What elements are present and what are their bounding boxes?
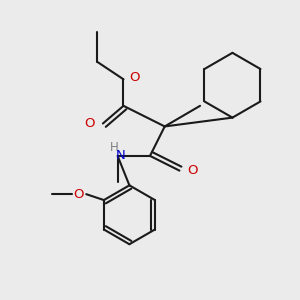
Text: N: N bbox=[116, 149, 125, 162]
Text: H: H bbox=[110, 141, 119, 154]
Text: O: O bbox=[129, 71, 140, 84]
Text: O: O bbox=[74, 188, 84, 201]
Text: O: O bbox=[188, 164, 198, 177]
Text: O: O bbox=[84, 117, 95, 130]
